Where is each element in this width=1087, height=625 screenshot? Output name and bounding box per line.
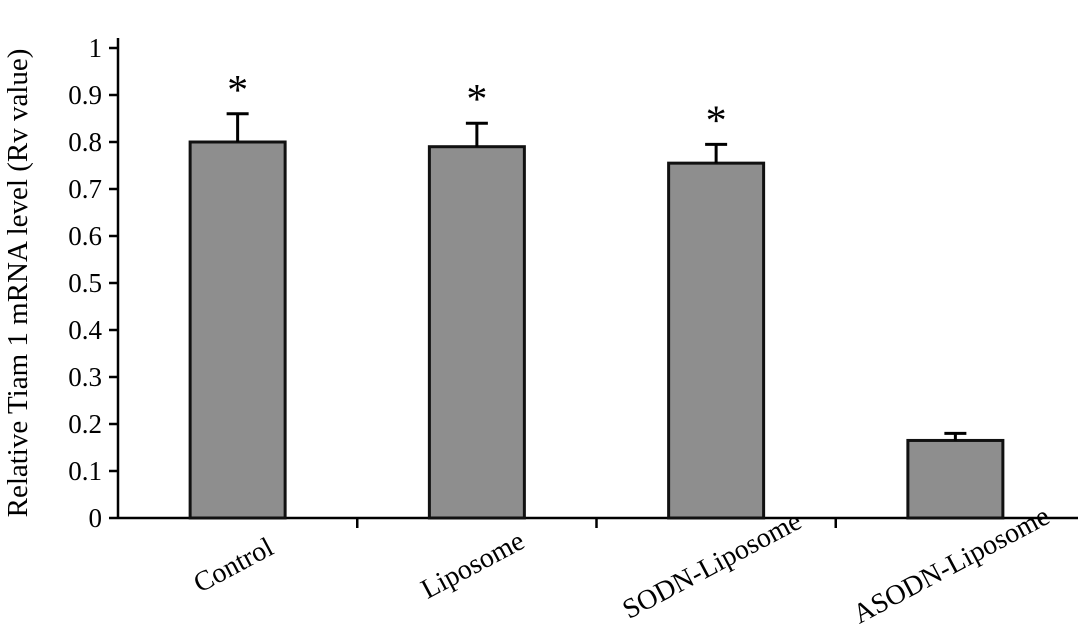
bar — [667, 161, 766, 520]
x-category-label: Control — [189, 532, 279, 600]
significance-asterisk: * — [466, 77, 487, 123]
y-tick-label: 0.3 — [68, 362, 102, 392]
y-tick-label: 0.7 — [68, 174, 102, 204]
x-category-label: SODN-Liposome — [618, 505, 807, 625]
y-tick-label: 0.2 — [68, 409, 102, 439]
bar — [188, 140, 287, 520]
bar — [427, 145, 526, 520]
y-tick-label: 0.1 — [68, 456, 102, 486]
bar — [906, 438, 1005, 520]
y-tick-label: 1 — [89, 33, 103, 63]
y-tick-label: 0.9 — [68, 80, 102, 110]
y-tick-label: 0 — [89, 503, 103, 533]
y-axis-title: Relative Tiam 1 mRNA level (Rv value) — [2, 49, 34, 518]
significance-asterisk: * — [227, 68, 248, 114]
y-tick-label: 0.6 — [68, 221, 102, 251]
y-tick-label: 0.8 — [68, 127, 102, 157]
x-category-label: Liposome — [416, 526, 529, 606]
chart-layer: 0 0.1 0.2 0.3 0.4 0.5 0.6 0.7 0.8 0.9 1 * Control * Li… — [68, 33, 1078, 625]
significance-asterisk: * — [706, 98, 727, 144]
y-tick-label: 0.5 — [68, 268, 102, 298]
y-tick-label: 0.4 — [68, 315, 102, 345]
